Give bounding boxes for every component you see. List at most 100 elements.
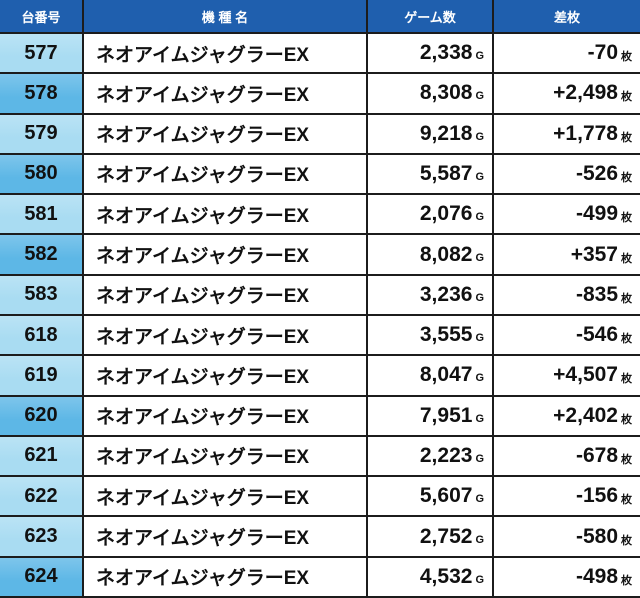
diff-value: +4,507 bbox=[553, 363, 618, 387]
games-cell: 9,218 G bbox=[368, 114, 492, 153]
games-cell: 8,082 G bbox=[368, 235, 492, 274]
diff-cell: +2,498 枚 bbox=[494, 74, 640, 113]
machine-number: 622 bbox=[0, 477, 82, 516]
diff-cell: -498 枚 bbox=[494, 557, 640, 596]
games-cell: 4,532 G bbox=[368, 557, 492, 596]
machine-number: 623 bbox=[0, 517, 82, 556]
machine-name: ネオアイムジャグラーEX bbox=[84, 195, 366, 234]
games-cell: 2,752 G bbox=[368, 517, 492, 556]
machine-name: ネオアイムジャグラーEX bbox=[84, 235, 366, 274]
diff-cell: +4,507 枚 bbox=[494, 356, 640, 395]
machine-number: 582 bbox=[0, 235, 82, 274]
header-cell: 台番号 bbox=[0, 0, 82, 32]
diff-value: -498 bbox=[575, 564, 618, 588]
machine-number: 619 bbox=[0, 356, 82, 395]
machine-name: ネオアイムジャグラーEX bbox=[84, 34, 366, 73]
games-unit: G bbox=[475, 251, 484, 264]
diff-unit: 枚 bbox=[621, 131, 632, 144]
machine-name: ネオアイムジャグラーEX bbox=[84, 477, 366, 516]
machine-name: ネオアイムジャグラーEX bbox=[84, 356, 366, 395]
games-value: 2,076 bbox=[419, 202, 473, 226]
diff-unit: 枚 bbox=[621, 574, 632, 587]
diff-unit: 枚 bbox=[621, 91, 632, 104]
games-value: 3,555 bbox=[419, 323, 473, 347]
games-unit: G bbox=[475, 50, 484, 63]
games-unit: G bbox=[475, 412, 484, 425]
games-cell: 2,076 G bbox=[368, 195, 492, 234]
games-value: 2,223 bbox=[419, 443, 473, 467]
diff-value: +2,498 bbox=[553, 81, 618, 105]
games-unit: G bbox=[475, 332, 484, 345]
games-value: 5,587 bbox=[419, 161, 473, 185]
games-unit: G bbox=[475, 291, 484, 304]
machine-name: ネオアイムジャグラーEX bbox=[84, 315, 366, 355]
games-value: 3,236 bbox=[419, 282, 473, 306]
machine-name: ネオアイムジャグラーEX bbox=[84, 517, 366, 556]
games-value: 2,338 bbox=[419, 41, 473, 65]
games-unit: G bbox=[475, 372, 484, 385]
machine-number: 624 bbox=[0, 557, 82, 596]
diff-unit: 枚 bbox=[621, 171, 632, 184]
games-value: 8,308 bbox=[419, 81, 473, 105]
diff-value: -526 bbox=[575, 161, 618, 185]
header-cell: 差枚 bbox=[494, 0, 640, 32]
diff-value: -835 bbox=[575, 282, 618, 306]
games-cell: 5,607 G bbox=[368, 477, 492, 516]
games-unit: G bbox=[475, 90, 484, 103]
machine-number: 621 bbox=[0, 436, 82, 476]
games-cell: 2,338 G bbox=[368, 34, 492, 73]
diff-unit: 枚 bbox=[621, 373, 632, 386]
diff-unit: 枚 bbox=[621, 252, 632, 265]
diff-cell: +357 枚 bbox=[494, 235, 640, 274]
diff-cell: -499 枚 bbox=[494, 195, 640, 234]
games-value: 2,752 bbox=[419, 524, 473, 548]
games-value: 4,532 bbox=[419, 564, 473, 588]
machine-name: ネオアイムジャグラーEX bbox=[84, 557, 366, 596]
diff-value: +2,402 bbox=[553, 403, 618, 427]
diff-value: -499 bbox=[575, 202, 618, 226]
games-cell: 3,555 G bbox=[368, 315, 492, 355]
diff-value: -156 bbox=[575, 484, 618, 508]
machine-name: ネオアイムジャグラーEX bbox=[84, 154, 366, 194]
games-value: 8,047 bbox=[419, 363, 473, 387]
diff-unit: 枚 bbox=[621, 212, 632, 225]
diff-value: -678 bbox=[575, 443, 618, 467]
machine-name: ネオアイムジャグラーEX bbox=[84, 436, 366, 476]
diff-cell: -156 枚 bbox=[494, 477, 640, 516]
games-unit: G bbox=[475, 170, 484, 183]
diff-unit: 枚 bbox=[621, 453, 632, 466]
games-cell: 5,587 G bbox=[368, 154, 492, 194]
games-cell: 2,223 G bbox=[368, 436, 492, 476]
header-cell: 機 種 名 bbox=[84, 0, 366, 32]
machine-number: 577 bbox=[0, 34, 82, 73]
diff-cell: +2,402 枚 bbox=[494, 396, 640, 435]
games-value: 7,951 bbox=[419, 403, 473, 427]
diff-unit: 枚 bbox=[621, 413, 632, 426]
diff-cell: -835 枚 bbox=[494, 275, 640, 314]
machine-number: 580 bbox=[0, 154, 82, 194]
machine-name: ネオアイムジャグラーEX bbox=[84, 275, 366, 314]
diff-cell: -580 枚 bbox=[494, 517, 640, 556]
games-value: 9,218 bbox=[419, 121, 473, 145]
diff-cell: -526 枚 bbox=[494, 154, 640, 194]
machine-number: 618 bbox=[0, 315, 82, 355]
diff-value: -546 bbox=[575, 323, 618, 347]
header-cell: ゲーム数 bbox=[368, 0, 492, 32]
diff-cell: -678 枚 bbox=[494, 436, 640, 476]
games-value: 8,082 bbox=[419, 242, 473, 266]
diff-unit: 枚 bbox=[621, 494, 632, 507]
games-unit: G bbox=[475, 493, 484, 506]
games-cell: 8,047 G bbox=[368, 356, 492, 395]
machine-name: ネオアイムジャグラーEX bbox=[84, 396, 366, 435]
diff-value: -70 bbox=[587, 41, 618, 65]
diff-value: -580 bbox=[575, 524, 618, 548]
diff-value: +357 bbox=[570, 242, 618, 266]
diff-unit: 枚 bbox=[621, 333, 632, 346]
games-cell: 3,236 G bbox=[368, 275, 492, 314]
machine-number: 578 bbox=[0, 74, 82, 113]
diff-value: +1,778 bbox=[553, 121, 618, 145]
diff-unit: 枚 bbox=[621, 51, 632, 64]
diff-cell: +1,778 枚 bbox=[494, 114, 640, 153]
games-value: 5,607 bbox=[419, 484, 473, 508]
